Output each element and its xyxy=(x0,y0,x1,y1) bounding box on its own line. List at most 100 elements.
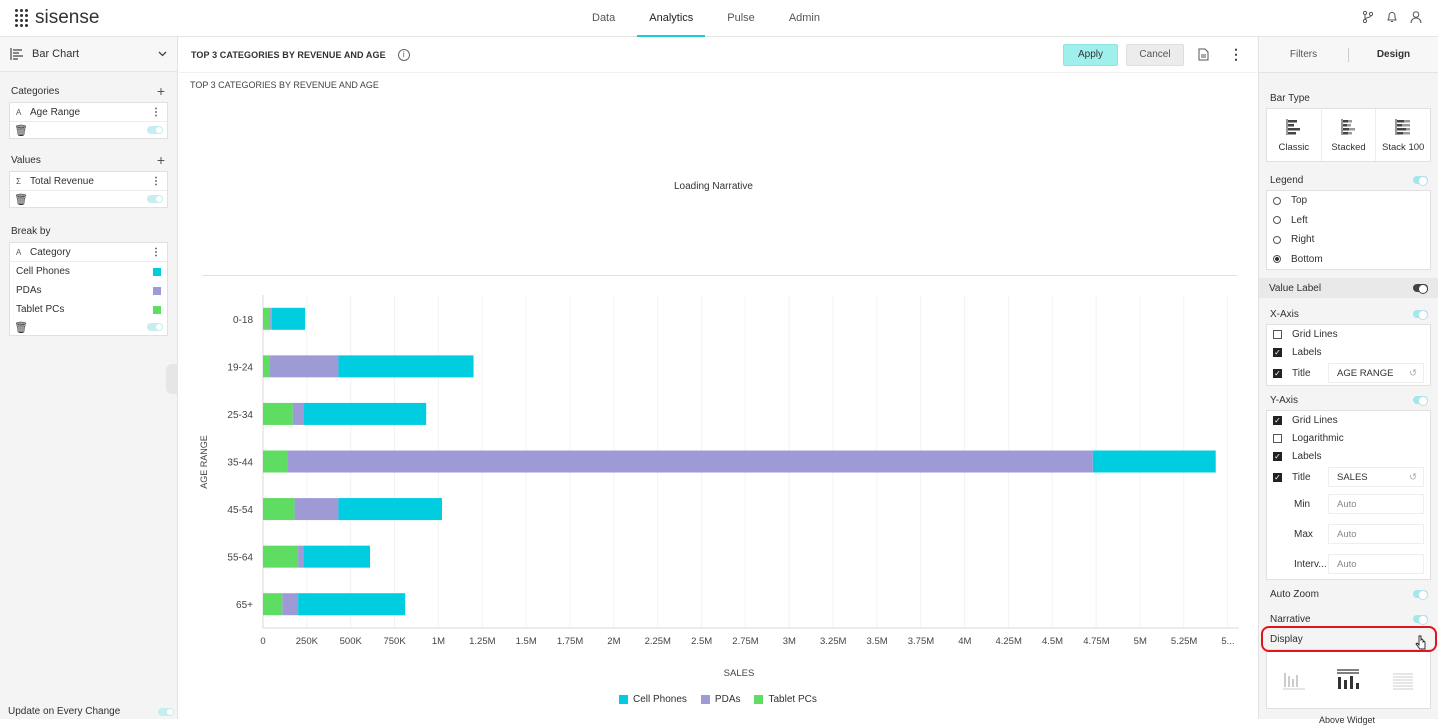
apply-button[interactable]: Apply xyxy=(1063,44,1118,66)
legend-section-label: Legend xyxy=(1270,174,1304,186)
breakby-toggle[interactable] xyxy=(147,323,163,331)
interval-input[interactable]: Auto xyxy=(1328,554,1424,574)
display-full-icon[interactable] xyxy=(1391,671,1415,691)
bell-icon[interactable] xyxy=(1386,10,1398,24)
breakby-header: Break by xyxy=(0,220,177,242)
checkbox-checked[interactable]: ✓ xyxy=(1273,451,1282,461)
document-icon[interactable] xyxy=(1198,48,1209,61)
legend-item[interactable]: Cell Phones xyxy=(619,694,687,705)
radio-button[interactable] xyxy=(1273,216,1281,225)
nav-pulse[interactable]: Pulse xyxy=(727,12,755,24)
legend-option-top[interactable]: Top xyxy=(1267,191,1430,211)
color-swatch[interactable] xyxy=(153,267,161,276)
add-value-icon[interactable]: + xyxy=(156,152,165,168)
xaxis-gridlines-row[interactable]: Grid Lines xyxy=(1267,325,1430,343)
checkbox-checked[interactable]: ✓ xyxy=(1273,368,1282,378)
display-header: Display xyxy=(1259,629,1438,649)
xaxis-toggle[interactable] xyxy=(1413,310,1428,320)
legend-header: Legend xyxy=(1259,170,1438,190)
yaxis-labels-row[interactable]: ✓ Labels xyxy=(1267,447,1430,465)
nav-data[interactable]: Data xyxy=(592,12,616,24)
trash-icon[interactable]: 🗑 xyxy=(14,124,28,137)
value-field[interactable]: Σ Total Revenue ⋮ xyxy=(10,172,167,191)
breakby-field[interactable]: A Category ⋮ xyxy=(10,243,167,262)
bar-type-classic[interactable]: Classic xyxy=(1267,109,1322,161)
checkbox-checked[interactable]: ✓ xyxy=(1273,347,1282,357)
x-tick-label: 4M xyxy=(958,636,971,647)
x-tick-label: 3.5M xyxy=(867,636,888,647)
max-label: Max xyxy=(1294,528,1313,540)
y-tick-label: 25-34 xyxy=(227,410,253,421)
branch-icon[interactable] xyxy=(1362,10,1374,24)
display-above-widget-icon[interactable] xyxy=(1335,669,1361,693)
checkbox[interactable] xyxy=(1273,329,1282,339)
categories-toggle[interactable] xyxy=(147,126,163,134)
bar-type-label: Stacked xyxy=(1331,141,1366,153)
kebab-menu-icon[interactable]: ⋮ xyxy=(151,106,161,118)
widget-title[interactable]: TOP 3 CATEGORIES BY REVENUE AND AGE xyxy=(191,49,386,60)
x-tick-label: 2.25M xyxy=(645,636,671,647)
legend-item[interactable]: PDAs xyxy=(700,694,740,705)
user-icon[interactable] xyxy=(1410,10,1422,24)
bar-type-stack100[interactable]: Stack 100 xyxy=(1376,109,1430,161)
yaxis-label: Y-Axis xyxy=(1270,394,1298,406)
sisense-logo[interactable]: sisense xyxy=(15,7,99,29)
color-swatch[interactable] xyxy=(153,286,161,295)
stack100-bar-icon xyxy=(1395,118,1411,135)
legend-item[interactable]: Tablet PCs xyxy=(754,694,817,705)
reset-icon[interactable]: ↺ xyxy=(1409,471,1417,483)
trash-icon[interactable]: 🗑 xyxy=(14,193,28,206)
display-below-icon[interactable] xyxy=(1282,671,1306,691)
color-swatch[interactable] xyxy=(153,305,161,314)
min-input[interactable]: Auto xyxy=(1328,494,1424,514)
x-tick-label: 1.75M xyxy=(557,636,583,647)
checkbox[interactable] xyxy=(1273,433,1282,443)
tab-design[interactable]: Design xyxy=(1376,49,1411,60)
checkbox-checked[interactable]: ✓ xyxy=(1273,415,1282,425)
chart-type-selector[interactable]: Bar Chart xyxy=(0,37,177,72)
cancel-button[interactable]: Cancel xyxy=(1126,44,1184,66)
info-icon[interactable]: i xyxy=(397,48,410,61)
narrative-row: Narrative xyxy=(1259,609,1438,629)
values-toggle[interactable] xyxy=(147,195,163,203)
legend-option-left[interactable]: Left xyxy=(1267,211,1430,231)
bar-segment xyxy=(263,498,295,521)
autozoom-toggle[interactable] xyxy=(1413,590,1428,600)
breakby-item: Tablet PCs xyxy=(10,300,167,319)
radio-button[interactable] xyxy=(1273,196,1281,205)
legend-option-bottom[interactable]: Bottom xyxy=(1267,250,1430,270)
yaxis-title-input[interactable]: SALES ↺ xyxy=(1328,467,1424,487)
main-nav: Data Analytics Pulse Admin xyxy=(580,0,842,37)
yaxis-toggle[interactable] xyxy=(1413,396,1428,406)
tab-divider xyxy=(1348,47,1349,62)
collapse-left-handle[interactable] xyxy=(166,364,178,394)
radio-button[interactable] xyxy=(1273,235,1281,244)
radio-button-selected[interactable] xyxy=(1273,255,1281,264)
category-field[interactable]: A Age Range ⋮ xyxy=(10,103,167,122)
kebab-menu-icon[interactable]: ⋮ xyxy=(151,175,161,187)
reset-icon[interactable]: ↺ xyxy=(1409,367,1417,379)
xaxis-labels-row[interactable]: ✓ Labels xyxy=(1267,343,1430,361)
sigma-icon: Σ xyxy=(16,176,21,186)
more-options-icon[interactable]: ⋮ xyxy=(1229,46,1243,62)
legend-swatch xyxy=(754,695,764,704)
categories-header: Categories + xyxy=(0,80,177,102)
value-label-toggle[interactable] xyxy=(1413,284,1428,294)
y-tick-label: 65+ xyxy=(236,600,253,611)
kebab-menu-icon[interactable]: ⋮ xyxy=(151,246,161,258)
legend-toggle[interactable] xyxy=(1413,176,1428,186)
trash-icon[interactable]: 🗑 xyxy=(14,321,28,334)
yaxis-log-row[interactable]: Logarithmic xyxy=(1267,429,1430,447)
xaxis-title-input[interactable]: AGE RANGE ↺ xyxy=(1328,363,1424,383)
bar-type-stacked[interactable]: Stacked xyxy=(1322,109,1377,161)
update-on-change-toggle[interactable] xyxy=(158,707,174,716)
add-category-icon[interactable]: + xyxy=(156,83,165,99)
narrative-toggle[interactable] xyxy=(1413,615,1428,625)
yaxis-gridlines-row[interactable]: ✓ Grid Lines xyxy=(1267,411,1430,429)
legend-option-right[interactable]: Right xyxy=(1267,230,1430,250)
max-input[interactable]: Auto xyxy=(1328,524,1424,544)
tab-filters[interactable]: Filters xyxy=(1289,49,1318,60)
nav-admin[interactable]: Admin xyxy=(788,12,820,24)
nav-analytics[interactable]: Analytics xyxy=(637,0,706,37)
checkbox-checked[interactable]: ✓ xyxy=(1273,472,1282,482)
